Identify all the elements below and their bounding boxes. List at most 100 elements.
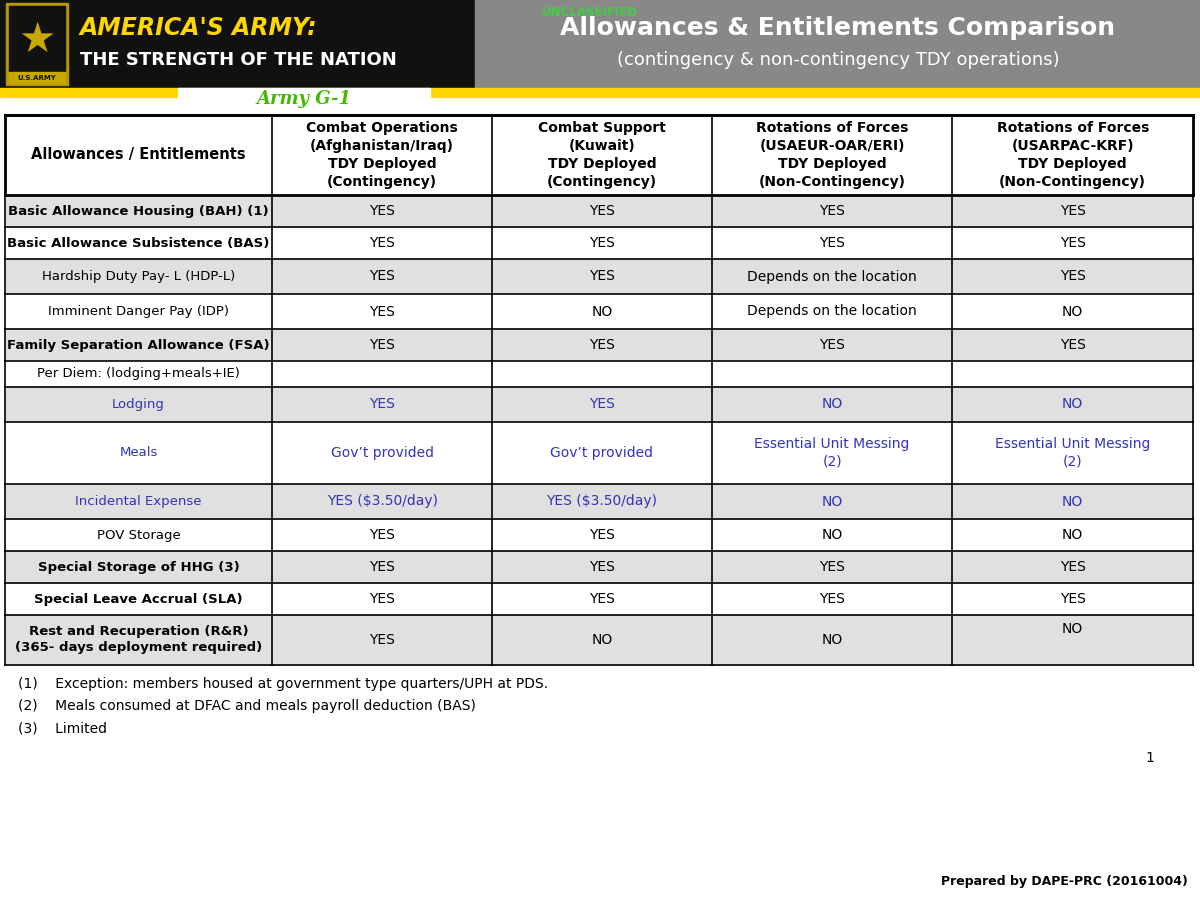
Bar bbox=[5, 259, 1193, 294]
Text: YES: YES bbox=[1060, 560, 1086, 574]
Bar bbox=[5, 387, 1193, 422]
Bar bbox=[5, 294, 1193, 329]
Text: YES: YES bbox=[370, 269, 395, 284]
Text: Special Leave Accrual (SLA): Special Leave Accrual (SLA) bbox=[35, 593, 242, 605]
Text: Rotations of Forces
(USAEUR-OAR/ERI)
TDY Deployed
(Non-Contingency): Rotations of Forces (USAEUR-OAR/ERI) TDY… bbox=[756, 121, 908, 189]
Text: YES: YES bbox=[589, 236, 614, 250]
Text: Hardship Duty Pay- L (HDP-L): Hardship Duty Pay- L (HDP-L) bbox=[42, 270, 235, 283]
Text: THE STRENGTH OF THE NATION: THE STRENGTH OF THE NATION bbox=[80, 51, 397, 69]
Text: YES: YES bbox=[370, 592, 395, 606]
Bar bbox=[5, 329, 1193, 361]
Text: YES: YES bbox=[820, 204, 845, 218]
Text: (contingency & non-contingency TDY operations): (contingency & non-contingency TDY opera… bbox=[617, 51, 1060, 69]
Text: Lodging: Lodging bbox=[113, 398, 166, 411]
Bar bbox=[0, 0, 475, 88]
Text: (2)    Meals consumed at DFAC and meals payroll deduction (BAS): (2) Meals consumed at DFAC and meals pay… bbox=[18, 699, 476, 713]
Text: Gov’t provided: Gov’t provided bbox=[551, 446, 654, 460]
Text: Incidental Expense: Incidental Expense bbox=[76, 495, 202, 508]
Bar bbox=[5, 583, 1193, 615]
Text: Rest and Recuperation (R&R)
(365- days deployment required): Rest and Recuperation (R&R) (365- days d… bbox=[16, 626, 263, 655]
Text: YES: YES bbox=[1060, 592, 1086, 606]
Bar bbox=[5, 195, 1193, 227]
Bar bbox=[5, 484, 1193, 519]
Text: NO: NO bbox=[592, 633, 612, 647]
Text: Allowances & Entitlements Comparison: Allowances & Entitlements Comparison bbox=[560, 16, 1116, 40]
Text: YES: YES bbox=[370, 528, 395, 542]
Bar bbox=[475, 0, 1200, 88]
Text: AMERICA'S ARMY:: AMERICA'S ARMY: bbox=[80, 16, 318, 40]
Text: YES: YES bbox=[820, 592, 845, 606]
Text: NO: NO bbox=[822, 495, 842, 508]
Text: NO: NO bbox=[1062, 304, 1084, 319]
Text: YES ($3.50/day): YES ($3.50/day) bbox=[546, 495, 658, 508]
Text: Special Storage of HHG (3): Special Storage of HHG (3) bbox=[37, 560, 240, 574]
Text: YES: YES bbox=[1060, 236, 1086, 250]
Text: Depends on the location: Depends on the location bbox=[748, 304, 917, 319]
Text: Combat Operations
(Afghanistan/Iraq)
TDY Deployed
(Contingency): Combat Operations (Afghanistan/Iraq) TDY… bbox=[306, 121, 458, 189]
Text: YES: YES bbox=[1060, 204, 1086, 218]
Text: NO: NO bbox=[1062, 622, 1084, 636]
Bar bbox=[6, 3, 68, 85]
Bar bbox=[10, 72, 65, 83]
Text: YES: YES bbox=[589, 204, 614, 218]
Text: NO: NO bbox=[592, 304, 612, 319]
Bar bbox=[5, 551, 1193, 583]
Text: NO: NO bbox=[822, 633, 842, 647]
Text: YES: YES bbox=[370, 338, 395, 352]
Text: YES: YES bbox=[589, 592, 614, 606]
Text: NO: NO bbox=[1062, 495, 1084, 508]
Bar bbox=[178, 88, 430, 110]
Text: 1: 1 bbox=[1146, 751, 1154, 765]
Text: Combat Support
(Kuwait)
TDY Deployed
(Contingency): Combat Support (Kuwait) TDY Deployed (Co… bbox=[538, 121, 666, 189]
Text: NO: NO bbox=[822, 398, 842, 411]
Text: Allowances / Entitlements: Allowances / Entitlements bbox=[31, 147, 246, 163]
Bar bbox=[5, 519, 1193, 551]
Text: YES: YES bbox=[370, 304, 395, 319]
Text: UNCLASSIFIED: UNCLASSIFIED bbox=[542, 6, 638, 19]
Text: YES: YES bbox=[589, 398, 614, 411]
Text: Per Diem: (lodging+meals+IE): Per Diem: (lodging+meals+IE) bbox=[37, 367, 240, 381]
Bar bbox=[10, 6, 65, 72]
Text: NO: NO bbox=[1062, 528, 1084, 542]
Text: Depends on the location: Depends on the location bbox=[748, 269, 917, 284]
Text: YES: YES bbox=[589, 338, 614, 352]
Text: YES: YES bbox=[370, 633, 395, 647]
Bar bbox=[5, 615, 1193, 665]
Text: Army G-1: Army G-1 bbox=[257, 90, 352, 108]
Text: Family Separation Allowance (FSA): Family Separation Allowance (FSA) bbox=[7, 339, 270, 351]
Bar bbox=[5, 227, 1193, 259]
Text: POV Storage: POV Storage bbox=[97, 529, 180, 541]
Text: Imminent Danger Pay (IDP): Imminent Danger Pay (IDP) bbox=[48, 305, 229, 318]
Bar bbox=[5, 422, 1193, 484]
Text: Essential Unit Messing
(2): Essential Unit Messing (2) bbox=[995, 437, 1151, 469]
Text: YES: YES bbox=[589, 528, 614, 542]
Text: YES ($3.50/day): YES ($3.50/day) bbox=[326, 495, 438, 508]
Text: Gov’t provided: Gov’t provided bbox=[331, 446, 433, 460]
Text: Basic Allowance Subsistence (BAS): Basic Allowance Subsistence (BAS) bbox=[7, 236, 270, 250]
Text: YES: YES bbox=[820, 560, 845, 574]
Text: (3)    Limited: (3) Limited bbox=[18, 721, 107, 735]
Text: YES: YES bbox=[820, 338, 845, 352]
Text: Meals: Meals bbox=[120, 446, 158, 460]
Text: YES: YES bbox=[370, 398, 395, 411]
Text: YES: YES bbox=[370, 236, 395, 250]
Text: YES: YES bbox=[370, 204, 395, 218]
Text: YES: YES bbox=[370, 560, 395, 574]
Bar bbox=[5, 361, 1193, 387]
Text: Rotations of Forces
(USARPAC-KRF)
TDY Deployed
(Non-Contingency): Rotations of Forces (USARPAC-KRF) TDY De… bbox=[996, 121, 1148, 189]
Text: YES: YES bbox=[820, 236, 845, 250]
Text: U.S.ARMY: U.S.ARMY bbox=[18, 75, 56, 81]
Text: YES: YES bbox=[589, 269, 614, 284]
Text: NO: NO bbox=[1062, 398, 1084, 411]
Text: Essential Unit Messing
(2): Essential Unit Messing (2) bbox=[755, 437, 910, 469]
Text: YES: YES bbox=[1060, 338, 1086, 352]
Text: NO: NO bbox=[822, 528, 842, 542]
Text: Basic Allowance Housing (BAH) (1): Basic Allowance Housing (BAH) (1) bbox=[8, 205, 269, 217]
Text: ★: ★ bbox=[18, 19, 55, 61]
Bar bbox=[0, 88, 1200, 97]
Bar bbox=[5, 115, 1193, 195]
Text: Prepared by DAPE-PRC (20161004): Prepared by DAPE-PRC (20161004) bbox=[941, 875, 1188, 888]
Text: YES: YES bbox=[589, 560, 614, 574]
Text: YES: YES bbox=[1060, 269, 1086, 284]
Text: (1)    Exception: members housed at government type quarters/UPH at PDS.: (1) Exception: members housed at governm… bbox=[18, 677, 548, 691]
